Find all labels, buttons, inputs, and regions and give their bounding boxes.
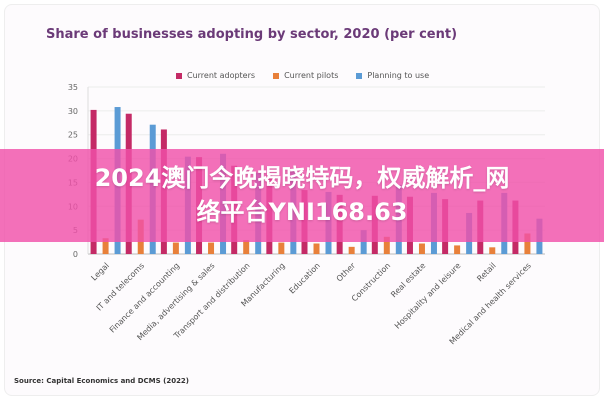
- bar-pilots: [348, 246, 355, 254]
- legend: Current adopters Current pilots Planning…: [176, 71, 429, 80]
- x-tick-label: Education: [287, 261, 322, 296]
- overlay-banner: 2024澳门今晚揭晓特码，权威解析_网 络平台YNI168.63: [0, 149, 604, 242]
- legend-item-adopters: Current adopters: [176, 71, 255, 80]
- y-tick-label: 30: [68, 107, 78, 116]
- x-tick-label: Other: [335, 261, 358, 284]
- x-tick-label: Real estate: [389, 261, 427, 299]
- x-tick-label: Legal: [89, 261, 111, 283]
- overlay-line-1: 2024澳门今晚揭晓特码，权威解析_网: [94, 164, 510, 192]
- bar-pilots: [418, 243, 425, 254]
- chart-title: Share of businesses adopting by sector, …: [46, 27, 458, 42]
- source-note: Source: Capital Economics and DCMS (2022…: [14, 377, 190, 385]
- bar-pilots: [524, 233, 531, 254]
- legend-item-planning: Planning to use: [356, 71, 429, 80]
- bar-pilots: [102, 238, 109, 254]
- legend-label: Planning to use: [367, 71, 430, 80]
- x-tick-label: Finance and accounting: [108, 261, 182, 335]
- legend-item-pilots: Current pilots: [273, 71, 338, 80]
- legend-label: Current adopters: [187, 71, 256, 80]
- x-tick-label: Hospitality and leisure: [393, 261, 463, 331]
- x-tick-label: Retail: [475, 261, 497, 283]
- y-tick-label: 25: [68, 131, 78, 140]
- y-tick-label: 0: [73, 250, 78, 259]
- legend-label: Current pilots: [284, 71, 339, 80]
- bar-pilots: [172, 242, 179, 254]
- bar-pilots: [278, 242, 285, 254]
- y-tick-label: 35: [68, 83, 78, 92]
- bar-pilots: [243, 240, 250, 254]
- bar-planning: [360, 230, 367, 254]
- bar-pilots: [313, 243, 320, 254]
- bar-pilots: [208, 242, 215, 254]
- overlay-line-2: 络平台YNI168.63: [196, 198, 408, 226]
- bar-pilots: [454, 245, 461, 254]
- bar-pilots: [383, 236, 390, 254]
- bar-pilots: [489, 247, 496, 254]
